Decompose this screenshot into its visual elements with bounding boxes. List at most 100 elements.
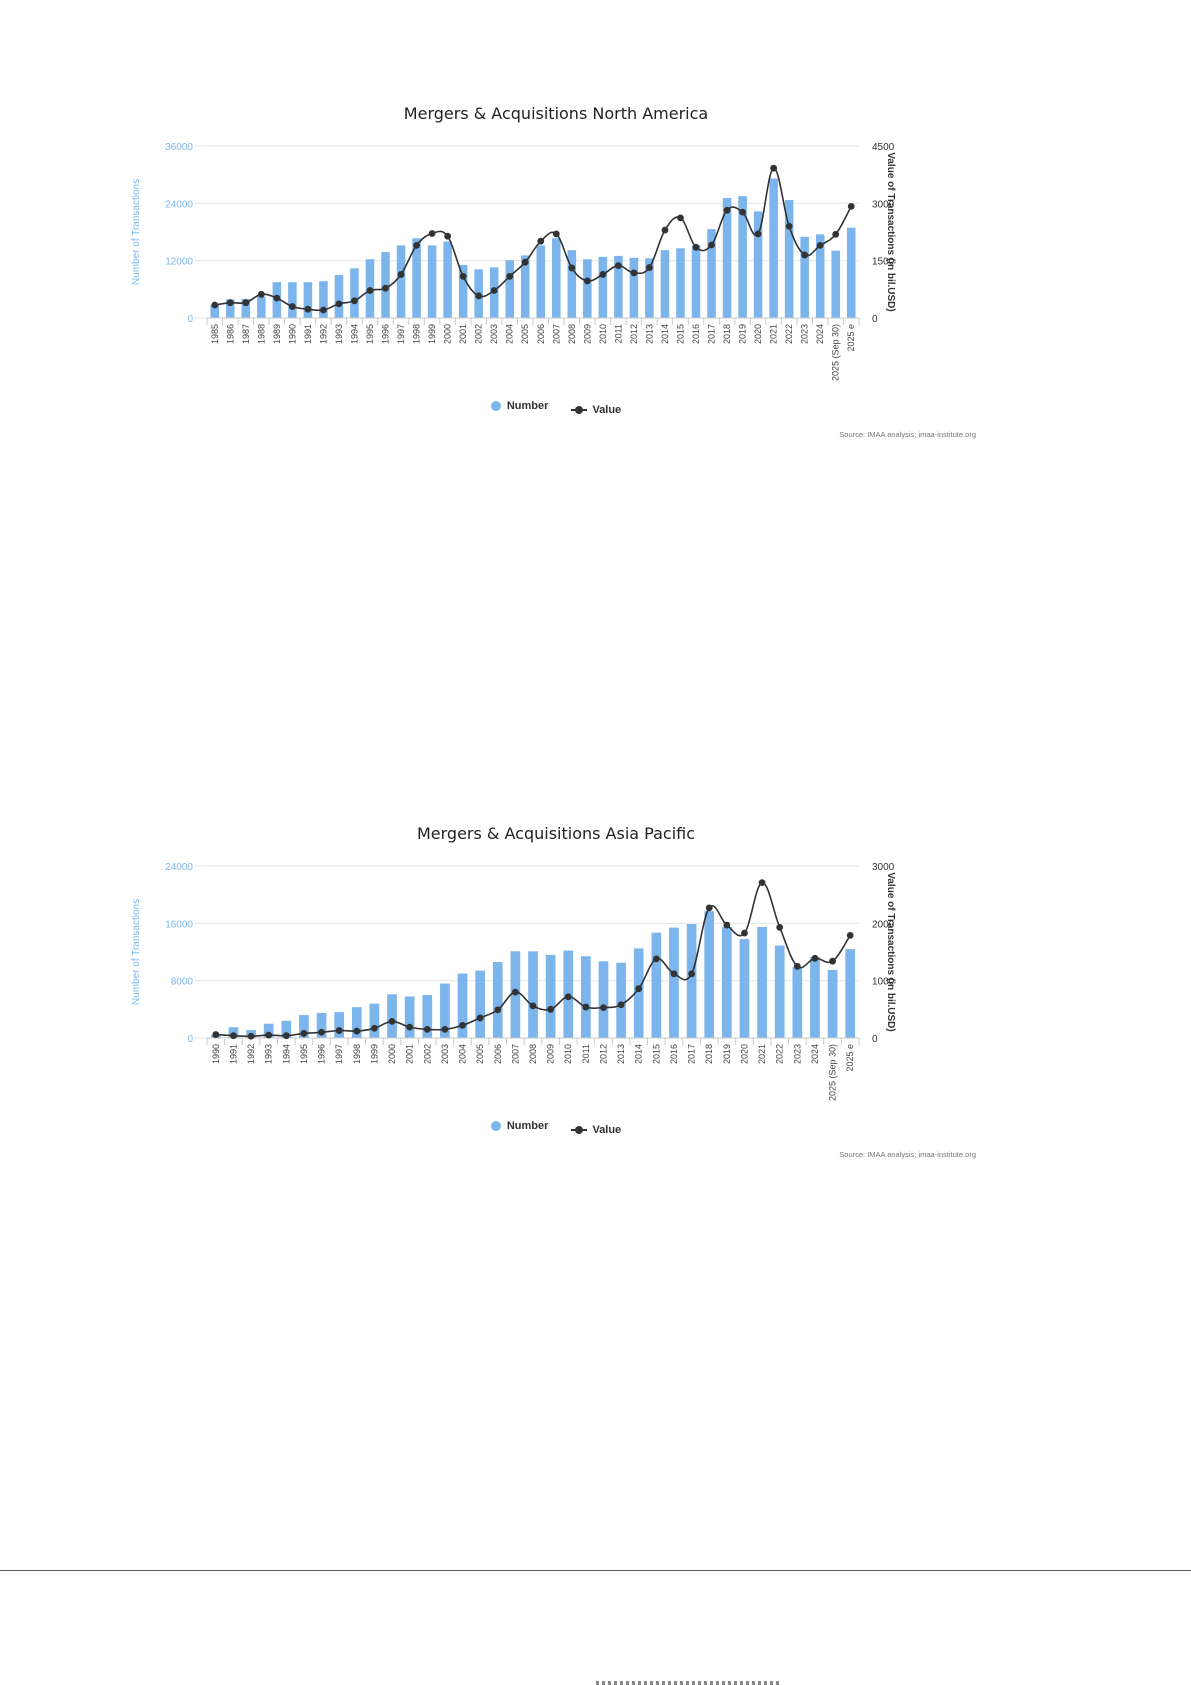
y-tick-label-left: 0 bbox=[187, 314, 193, 325]
x-tick-label: 2007 bbox=[551, 324, 561, 344]
x-tick-label: 2004 bbox=[458, 1044, 468, 1064]
bar-number bbox=[492, 962, 503, 1038]
point-value bbox=[770, 164, 778, 172]
x-tick-label: 2009 bbox=[546, 1044, 556, 1064]
x-tick-label: 2017 bbox=[687, 1044, 697, 1064]
bar-number bbox=[281, 1020, 292, 1038]
legend-value-marker bbox=[571, 1126, 588, 1134]
legend-item-number[interactable]: Number bbox=[490, 400, 548, 412]
point-value bbox=[661, 226, 669, 234]
x-tick-label: 2000 bbox=[387, 1044, 397, 1064]
point-value bbox=[257, 290, 265, 298]
x-tick-label: 2002 bbox=[474, 324, 484, 344]
bar-number bbox=[738, 196, 747, 318]
legend-value-marker bbox=[571, 406, 588, 414]
bar-number bbox=[567, 250, 577, 318]
x-tick-label: 2008 bbox=[528, 1044, 538, 1064]
x-tick-label: 2013 bbox=[644, 324, 654, 344]
legend-item-value[interactable]: Value bbox=[571, 404, 621, 416]
bar-number bbox=[458, 264, 468, 318]
point-value bbox=[754, 230, 762, 238]
bar-number bbox=[722, 198, 732, 318]
bar-number bbox=[704, 911, 715, 1038]
point-value bbox=[423, 1026, 431, 1033]
point-value bbox=[212, 1031, 220, 1038]
point-value bbox=[490, 287, 498, 294]
bar-number bbox=[552, 238, 561, 318]
point-value bbox=[406, 1023, 414, 1031]
x-tick-label: 2011 bbox=[581, 1044, 591, 1063]
point-value bbox=[521, 258, 529, 266]
point-value bbox=[230, 1032, 237, 1040]
chart-legend: Number Value bbox=[136, 1120, 976, 1136]
y-axis-title-right: Value of Transactions (in bil.USD) bbox=[885, 152, 896, 311]
x-tick-label: 2025 e bbox=[845, 1044, 855, 1072]
point-value bbox=[265, 1031, 273, 1039]
x-tick-label: 2020 bbox=[739, 1044, 749, 1064]
bar-number bbox=[815, 234, 825, 318]
legend-item-number[interactable]: Number bbox=[490, 1120, 548, 1132]
bar-number bbox=[707, 229, 716, 318]
chart-asia-pacific: Mergers & Acquisitions Asia Pacific 0 800… bbox=[131, 824, 976, 1174]
chart-plot: 0 12000 24000 36000 0 1500 3000 4500 Number of T… bbox=[131, 142, 896, 381]
point-value bbox=[614, 262, 622, 270]
x-tick-label: 2002 bbox=[422, 1044, 432, 1064]
y-tick-label-left: 24000 bbox=[165, 862, 193, 873]
point-value bbox=[785, 222, 793, 230]
point-value bbox=[494, 1006, 502, 1014]
point-value bbox=[413, 241, 420, 249]
bar-number bbox=[774, 945, 785, 1038]
x-tick-label: 1986 bbox=[225, 324, 235, 344]
bar-number bbox=[739, 939, 750, 1038]
bar-number bbox=[369, 1003, 380, 1038]
bar-number bbox=[299, 1015, 309, 1038]
point-value bbox=[708, 241, 715, 249]
point-value bbox=[353, 1027, 361, 1035]
bar-number bbox=[769, 178, 778, 318]
point-value bbox=[832, 230, 840, 238]
point-value bbox=[652, 955, 660, 963]
point-value bbox=[547, 1005, 555, 1013]
bar-number bbox=[528, 951, 538, 1038]
point-value bbox=[801, 251, 809, 259]
point-value bbox=[793, 962, 801, 970]
point-value bbox=[318, 1028, 325, 1036]
x-tick-label: 1995 bbox=[299, 1044, 309, 1064]
point-value bbox=[335, 1027, 343, 1034]
point-value bbox=[211, 301, 219, 309]
x-tick-label: 2004 bbox=[505, 324, 515, 344]
bar-number bbox=[792, 967, 803, 1038]
chart-north-america: Mergers & Acquisitions North America 0 12… bbox=[131, 104, 976, 454]
bar-number bbox=[831, 250, 840, 318]
bar-number bbox=[651, 932, 662, 1038]
y-tick-label-left: 36000 bbox=[165, 142, 193, 153]
bar-number bbox=[263, 1023, 274, 1038]
x-tick-label: 2014 bbox=[634, 1044, 644, 1064]
bar-number bbox=[629, 257, 639, 318]
x-tick-label: 2005 bbox=[475, 1044, 485, 1064]
x-tick-label: 1992 bbox=[246, 1044, 256, 1064]
bar-number bbox=[616, 962, 626, 1038]
legend-item-value[interactable]: Value bbox=[571, 1124, 621, 1136]
x-tick-label: 2012 bbox=[598, 1044, 608, 1064]
bar-number bbox=[319, 281, 328, 318]
x-tick-label: 1990 bbox=[287, 324, 297, 344]
bar-number bbox=[583, 259, 592, 318]
x-tick-label: 1998 bbox=[352, 1044, 362, 1064]
y-tick-label-right: 0 bbox=[872, 1034, 878, 1045]
point-value bbox=[677, 214, 684, 222]
x-tick-label: 2021 bbox=[769, 324, 779, 344]
point-value bbox=[371, 1024, 378, 1032]
x-tick-label: 1997 bbox=[334, 1044, 344, 1064]
bar-number bbox=[846, 227, 856, 318]
point-value bbox=[552, 230, 560, 238]
bar-number bbox=[404, 996, 415, 1038]
x-tick-label: 1993 bbox=[334, 324, 344, 344]
bar-number bbox=[676, 248, 685, 318]
y-axis-title-left: Number of Transactions bbox=[131, 899, 142, 1005]
x-tick-label: 2019 bbox=[722, 1044, 732, 1064]
x-tick-label: 2023 bbox=[792, 1044, 802, 1064]
point-value bbox=[723, 921, 731, 929]
bar-number bbox=[351, 1007, 362, 1038]
y-tick-label-right: 1500 bbox=[872, 257, 895, 268]
